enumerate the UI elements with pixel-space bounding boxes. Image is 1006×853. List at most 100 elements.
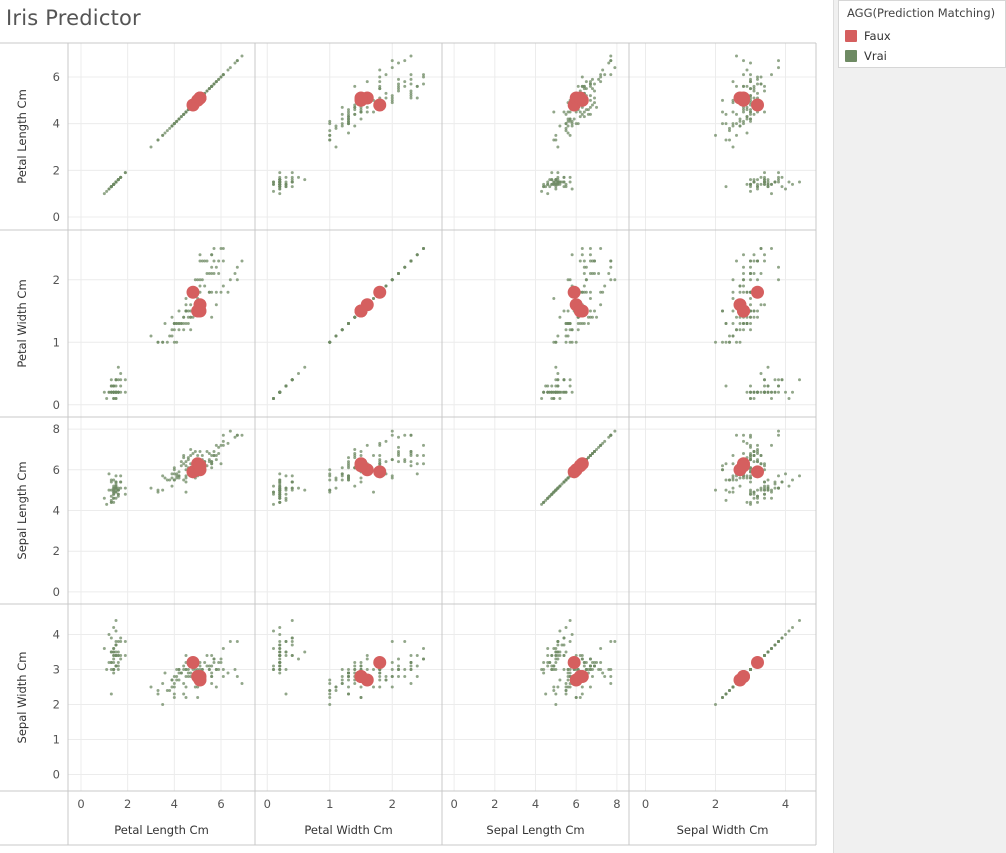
point-vrai [756, 309, 759, 313]
point-vrai [422, 73, 425, 77]
point-vrai [756, 452, 759, 456]
point-vrai [184, 654, 188, 657]
point-vrai [599, 303, 603, 307]
point-vrai [588, 94, 592, 98]
point-vrai [107, 661, 111, 664]
point-vrai [568, 619, 572, 622]
point-vrai [359, 108, 363, 112]
point-vrai [168, 689, 172, 692]
column-header-petal-width-cm: Petal Width Cm [304, 823, 392, 837]
point-vrai [588, 80, 592, 84]
point-vrai [105, 502, 109, 506]
point-vrai [564, 129, 568, 133]
point-vrai [759, 488, 763, 492]
point-vrai [766, 488, 770, 492]
point-vrai [221, 675, 225, 678]
point-vrai [212, 82, 216, 86]
point-vrai [184, 490, 188, 494]
point-vrai [240, 259, 244, 263]
point-vrai [580, 84, 584, 88]
point-vrai [214, 290, 218, 294]
point-vrai [766, 650, 770, 654]
point-vrai [749, 80, 752, 84]
point-vrai [353, 484, 357, 488]
point-vrai [221, 284, 225, 288]
point-vrai [584, 80, 588, 84]
point-vrai [384, 91, 388, 95]
point-vrai [378, 87, 382, 91]
right-sidebar [833, 0, 1006, 853]
point-vrai [742, 84, 745, 88]
point-vrai [728, 334, 731, 338]
point-vrai [272, 664, 275, 668]
point-vrai [564, 650, 568, 654]
point-vrai [570, 390, 574, 394]
point-vrai [179, 671, 183, 675]
legend-item-vrai[interactable]: Vrai [845, 48, 887, 64]
dashboard-title: Iris Predictor [6, 6, 141, 30]
x-tick-label: 0 [77, 797, 84, 811]
column-header-sepal-width-cm: Sepal Width Cm [677, 823, 769, 837]
point-vrai [170, 472, 174, 476]
point-vrai [177, 328, 181, 332]
point-vrai [738, 124, 742, 128]
point-vrai [731, 290, 735, 294]
point-vrai [365, 657, 369, 661]
point-vrai [588, 98, 592, 102]
point-vrai [116, 486, 120, 490]
point-vrai [409, 661, 413, 664]
point-vrai [576, 328, 580, 332]
point-vrai [390, 96, 394, 100]
point-vrai [109, 668, 113, 671]
point-vrai [752, 178, 756, 182]
point-vrai [297, 657, 300, 661]
point-vrai [550, 182, 554, 186]
point-vrai [191, 315, 195, 319]
point-vrai [590, 87, 594, 91]
point-vrai [112, 500, 116, 504]
point-vrai [542, 390, 546, 394]
point-vrai [756, 488, 759, 492]
point-vrai [193, 685, 197, 689]
point-vrai [590, 77, 594, 81]
point-vrai [756, 91, 759, 95]
point-vrai [177, 671, 181, 675]
point-vrai [791, 478, 794, 482]
point-vrai [107, 472, 111, 476]
point-vrai [777, 429, 780, 433]
point-vrai [763, 89, 766, 93]
point-vrai [724, 692, 728, 696]
point-vrai [278, 500, 282, 504]
legend-item-faux[interactable]: Faux [845, 28, 891, 44]
point-vrai [347, 671, 350, 675]
point-vrai [752, 309, 756, 313]
point-vrai [580, 692, 584, 696]
point-faux [193, 459, 207, 473]
point-vrai [613, 66, 617, 70]
point-vrai [179, 464, 183, 468]
point-vrai [403, 460, 407, 464]
point-vrai [787, 629, 791, 633]
point-vrai [731, 101, 735, 105]
point-vrai [749, 474, 752, 478]
point-vrai [184, 322, 188, 325]
point-vrai [278, 482, 282, 486]
point-faux [751, 285, 764, 299]
point-vrai [221, 439, 225, 443]
point-vrai [588, 454, 592, 458]
point-vrai [735, 478, 738, 482]
point-vrai [554, 668, 558, 671]
point-vrai [212, 259, 216, 263]
point-vrai [564, 185, 568, 189]
point-vrai [742, 278, 745, 282]
point-vrai [749, 297, 752, 300]
point-vrai [731, 454, 735, 458]
point-vrai [340, 124, 344, 128]
point-vrai [205, 654, 209, 657]
point-vrai [119, 378, 123, 382]
point-vrai [340, 112, 344, 116]
point-vrai [184, 110, 188, 114]
point-vrai [235, 640, 239, 643]
point-vrai [278, 496, 282, 500]
x-tick-label: 2 [712, 797, 719, 811]
